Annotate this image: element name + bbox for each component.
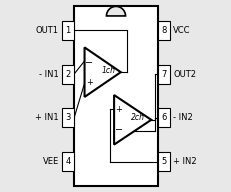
Text: + IN2: + IN2 xyxy=(172,157,196,166)
Text: OUT1: OUT1 xyxy=(36,26,59,35)
Text: 1: 1 xyxy=(65,26,70,35)
Text: +: + xyxy=(85,78,92,87)
Bar xyxy=(61,21,74,40)
Bar xyxy=(157,152,170,171)
Text: 4: 4 xyxy=(65,157,70,166)
Polygon shape xyxy=(114,95,151,145)
Text: 3: 3 xyxy=(65,113,70,122)
Text: 8: 8 xyxy=(161,26,166,35)
Text: OUT2: OUT2 xyxy=(172,70,195,79)
Text: - IN2: - IN2 xyxy=(172,113,192,122)
Text: 1ch: 1ch xyxy=(101,66,115,75)
Text: 7: 7 xyxy=(161,70,166,79)
Text: VCC: VCC xyxy=(172,26,190,35)
Text: 2ch: 2ch xyxy=(131,113,145,122)
Bar xyxy=(61,65,74,84)
Text: VEE: VEE xyxy=(42,157,59,166)
Bar xyxy=(61,152,74,171)
Text: +: + xyxy=(115,105,122,114)
Bar xyxy=(157,108,170,127)
Polygon shape xyxy=(106,6,125,16)
Bar xyxy=(157,21,170,40)
Text: - IN1: - IN1 xyxy=(39,70,59,79)
Text: 6: 6 xyxy=(161,113,166,122)
Bar xyxy=(61,108,74,127)
Polygon shape xyxy=(84,47,120,97)
Text: 5: 5 xyxy=(161,157,166,166)
Bar xyxy=(74,6,157,186)
Text: −: − xyxy=(85,58,93,68)
Bar xyxy=(157,65,170,84)
Text: + IN1: + IN1 xyxy=(35,113,59,122)
Text: 2: 2 xyxy=(65,70,70,79)
Text: −: − xyxy=(114,125,122,135)
